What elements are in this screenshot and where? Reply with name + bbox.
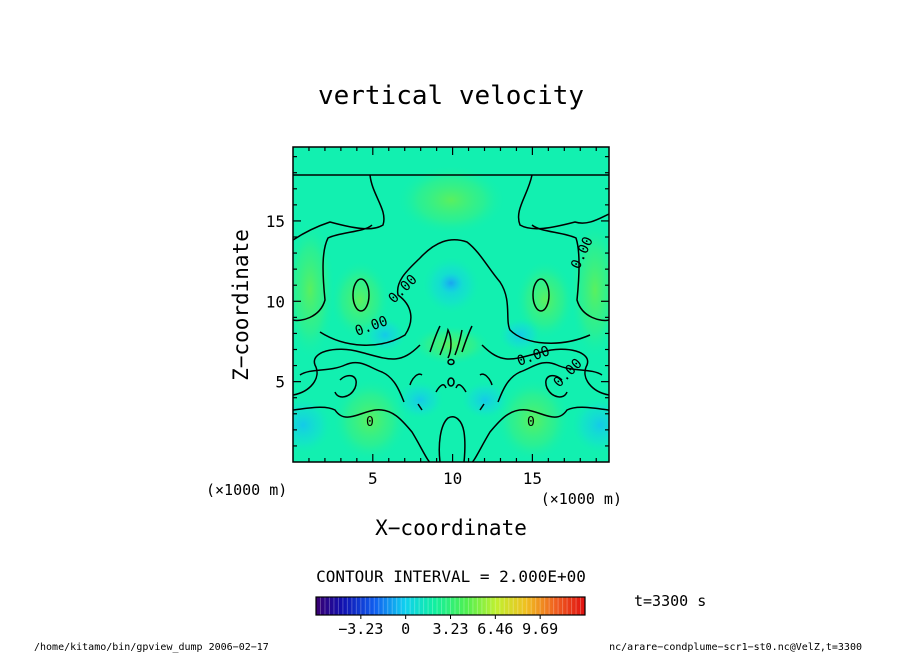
green-blob [332, 378, 408, 462]
contour-line [429, 325, 441, 353]
contour-line [517, 174, 609, 230]
contour-line [471, 406, 609, 462]
footer-right: nc/arare−condplume−scr1−st0.nc@VelZ,t=33… [609, 642, 862, 653]
contour-line [438, 416, 466, 462]
footer-left: /home/kitamo/bin/gpview_dump 2006−02−17 [34, 642, 269, 653]
chart-title: vertical velocity [318, 81, 584, 111]
contour-line [299, 361, 405, 403]
cyan-blob [570, 395, 609, 455]
contour-line [497, 361, 603, 403]
contour-label: 0 [527, 415, 535, 430]
contour-closed [447, 358, 455, 366]
contour-line [531, 224, 609, 322]
y-axis-label: Z−coordinate [229, 229, 253, 381]
axis-ticks [293, 147, 609, 462]
contour-line [417, 403, 423, 411]
colorbar: −3.23 0 3.23 6.46 9.69 [315, 596, 586, 638]
y-tick-label: 10 [266, 292, 285, 311]
contour-line [481, 344, 609, 396]
colorbar-tick-label: 9.69 [522, 620, 558, 638]
contour-closed [447, 377, 455, 387]
contour-label: 0 [366, 415, 374, 430]
colorbar-tick-label: −3.23 [338, 620, 383, 638]
contour-line [293, 174, 385, 241]
contour-lines [293, 174, 609, 462]
contour-line [479, 403, 485, 411]
colorbar-tick-label: 6.46 [477, 620, 513, 638]
colorbar-stripes [319, 597, 582, 615]
green-blob [570, 220, 609, 360]
contour-interval-label: CONTOUR INTERVAL = 2.000E+00 [316, 567, 586, 586]
x-tick-label: 5 [368, 469, 378, 488]
contour-line [461, 325, 473, 353]
heatmap-field [293, 165, 609, 462]
x-unit-label: (×1000 m) [541, 490, 622, 508]
cyan-blob [395, 380, 445, 420]
plot-area: 0.00 0.00 0.00 0.00 0.00 0 0 [292, 146, 610, 463]
y-tick-label: 15 [266, 212, 285, 231]
x-tick-label: 10 [443, 469, 462, 488]
contour-line [293, 406, 431, 462]
contour-line [293, 224, 373, 322]
contour-line [409, 373, 423, 386]
contour-line [319, 238, 591, 346]
contour-line [545, 374, 568, 398]
contour-line [334, 374, 357, 398]
contour-line [435, 384, 447, 393]
colorbar-tick-label: 3.23 [432, 620, 468, 638]
colorbar-gradient [316, 597, 585, 615]
contour-line [455, 384, 467, 393]
cyan-blob [439, 273, 463, 293]
contour-line [439, 327, 452, 359]
cyan-blob [363, 317, 407, 353]
contour-closed [352, 278, 370, 312]
y-unit-label: (×1000 m) [206, 481, 287, 499]
cyan-blob [460, 380, 510, 420]
cyan-blob [293, 395, 333, 455]
green-blob [396, 165, 506, 235]
contour-line [454, 329, 463, 356]
x-axis-label: X−coordinate [375, 516, 527, 540]
colorbar-ticks [360, 615, 541, 619]
x-tick-label: 15 [523, 469, 542, 488]
y-axis: 5 10 15 (×1000 m) Z−coordinate [206, 212, 287, 499]
plot-frame [292, 146, 610, 463]
contour-line [479, 373, 493, 386]
y-tick-label: 5 [275, 373, 285, 392]
x-axis: 5 10 15 (×1000 m) X−coordinate [368, 469, 622, 540]
green-blob [495, 378, 571, 462]
contour-closed [532, 278, 550, 312]
colorbar-tick-label: 0 [401, 620, 410, 638]
contour-line [293, 344, 421, 396]
time-label: t=3300 s [634, 592, 706, 610]
